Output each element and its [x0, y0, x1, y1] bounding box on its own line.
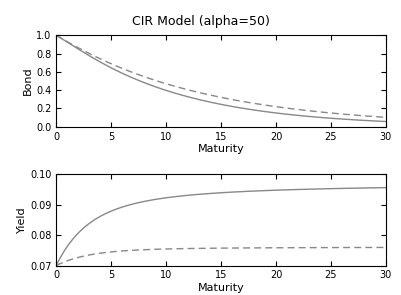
X-axis label: Maturity: Maturity	[197, 283, 244, 293]
Text: CIR Model (alpha=50): CIR Model (alpha=50)	[132, 15, 269, 28]
X-axis label: Maturity: Maturity	[197, 144, 244, 154]
Y-axis label: Bond: Bond	[23, 67, 33, 95]
Y-axis label: Yield: Yield	[17, 206, 27, 233]
